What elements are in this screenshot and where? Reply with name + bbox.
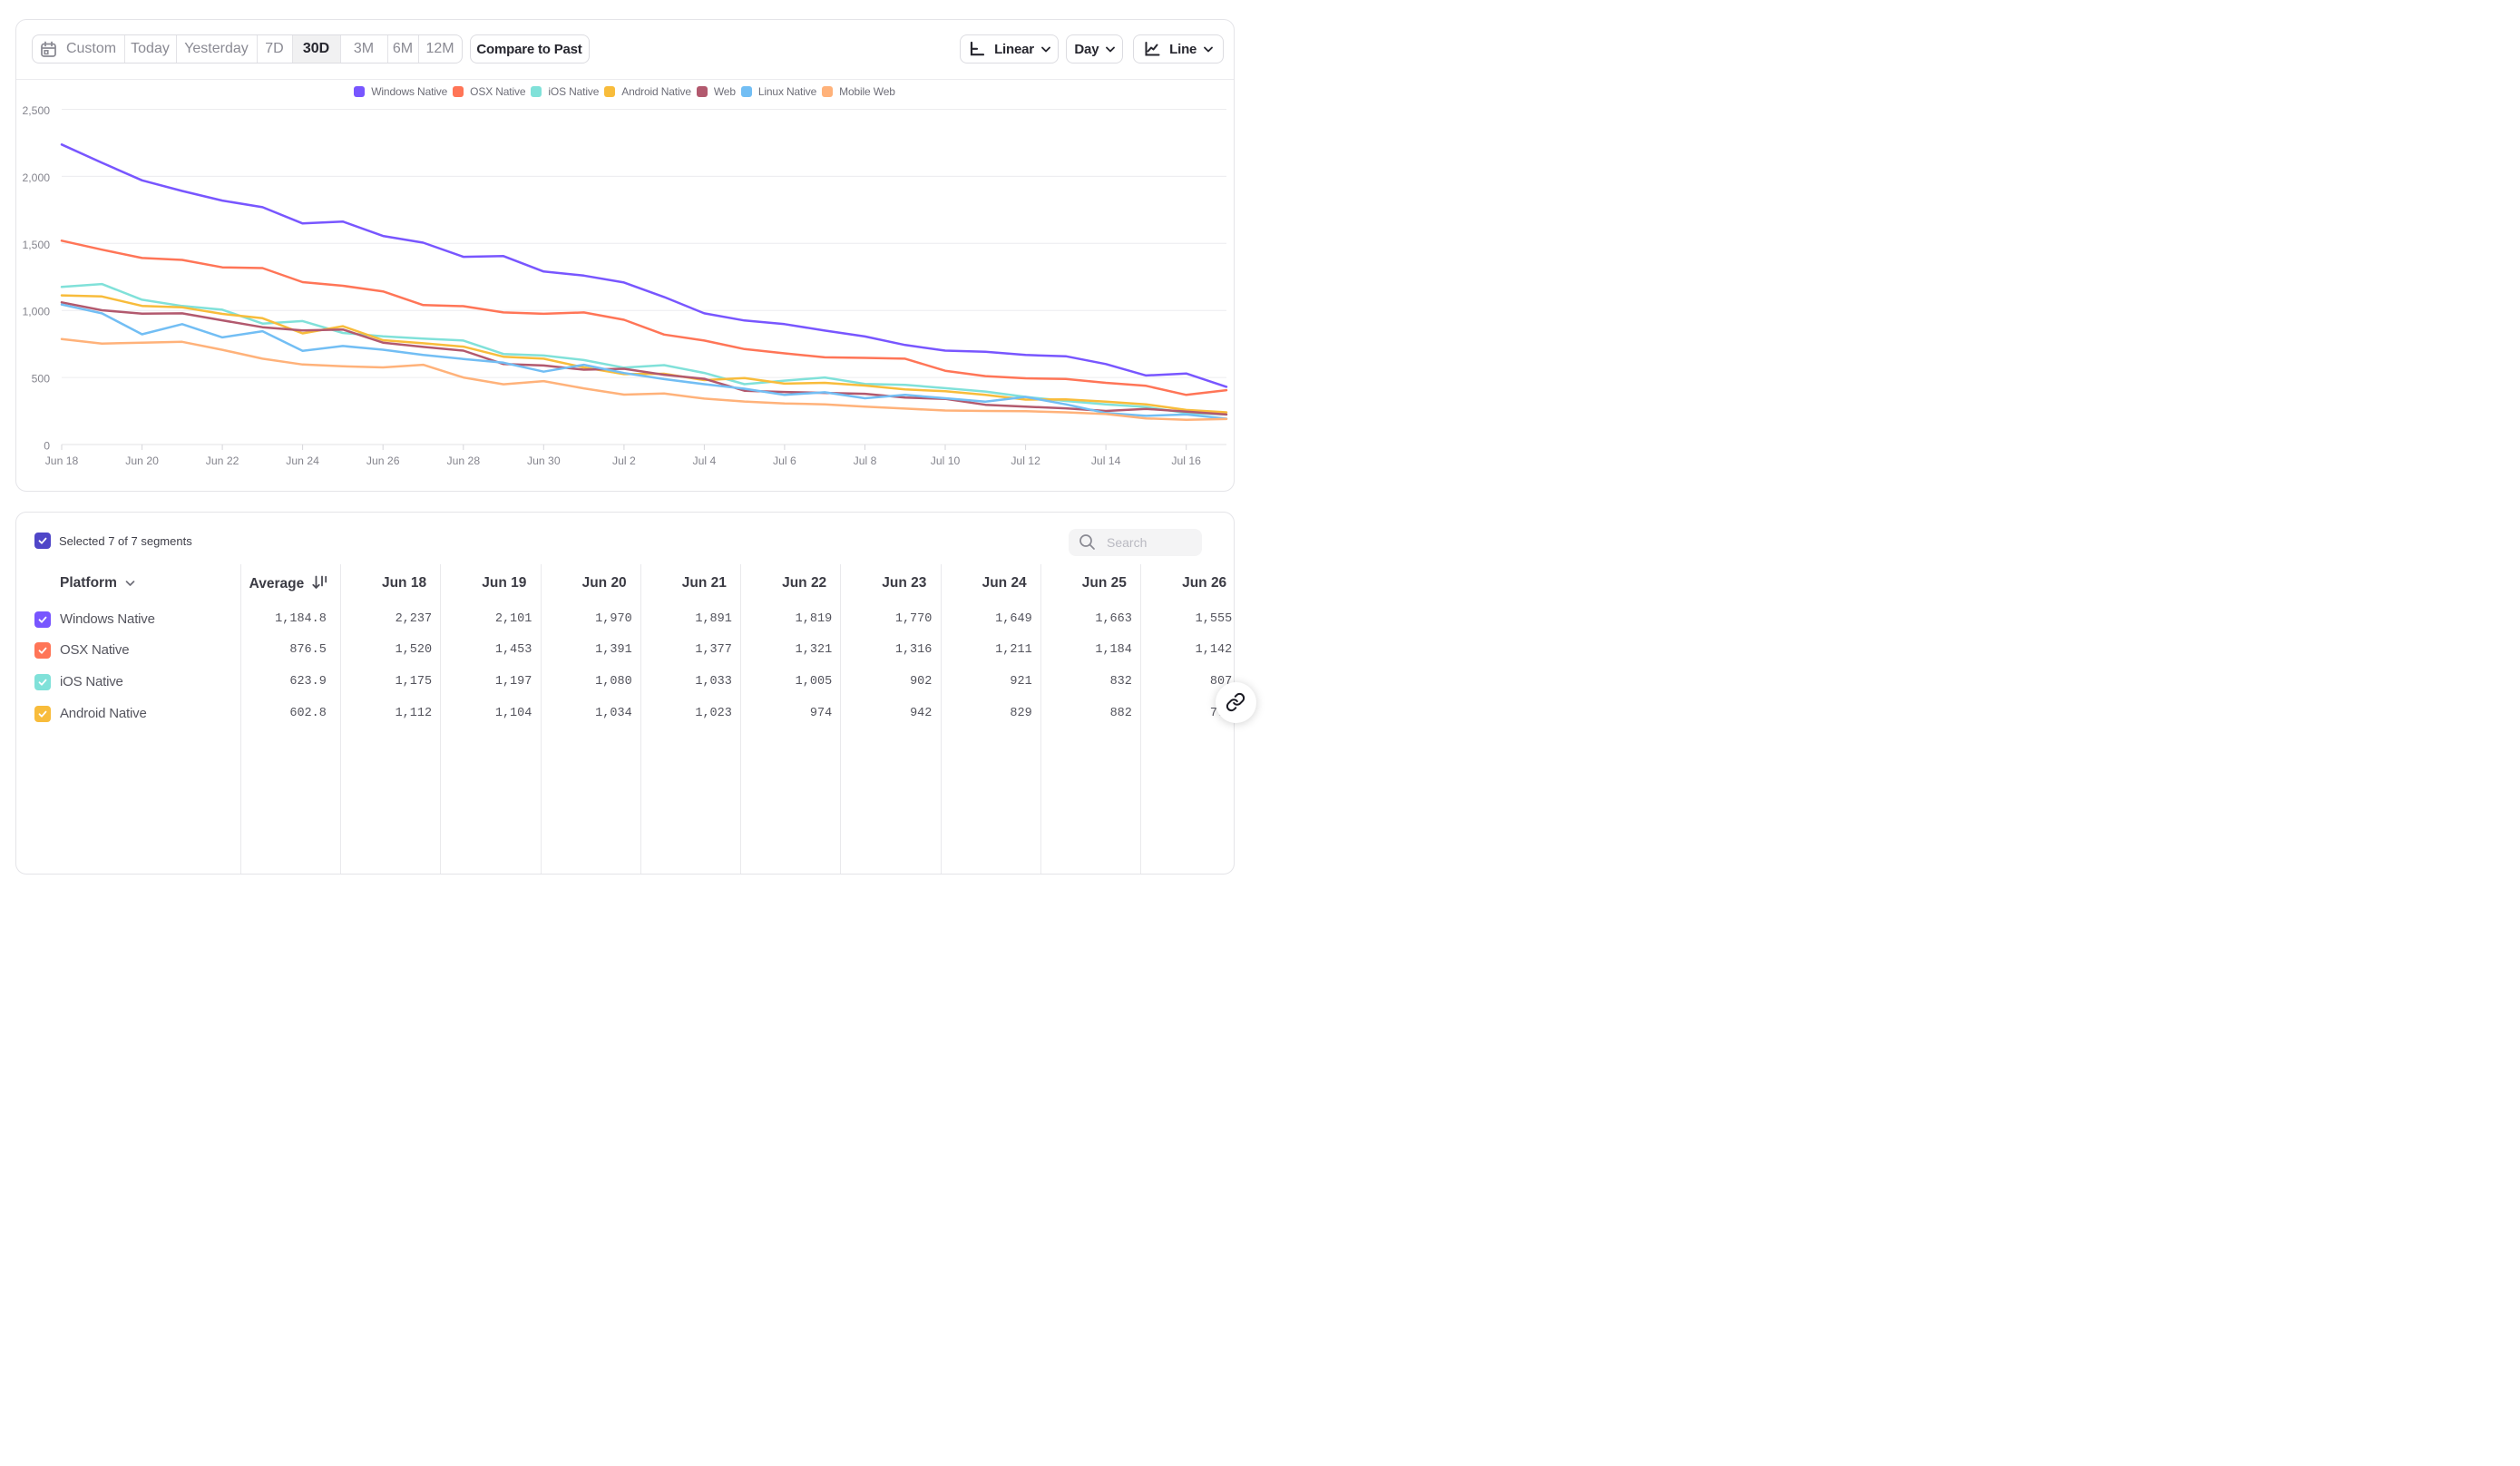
svg-text:Jul 2: Jul 2 (612, 454, 636, 467)
svg-text:1,000: 1,000 (22, 306, 50, 318)
svg-text:500: 500 (31, 373, 50, 386)
svg-text:Jul 8: Jul 8 (853, 454, 876, 467)
svg-text:1,500: 1,500 (22, 239, 50, 251)
svg-text:Jun 20: Jun 20 (125, 454, 159, 467)
svg-text:0: 0 (44, 440, 50, 453)
svg-text:Jun 26: Jun 26 (366, 454, 399, 467)
svg-text:2,500: 2,500 (22, 104, 50, 117)
svg-text:Jul 12: Jul 12 (1011, 454, 1040, 467)
svg-text:Jul 10: Jul 10 (930, 454, 960, 467)
svg-text:Jun 30: Jun 30 (527, 454, 561, 467)
svg-text:Jun 22: Jun 22 (205, 454, 239, 467)
svg-text:Jul 14: Jul 14 (1090, 454, 1120, 467)
svg-text:Jun 18: Jun 18 (44, 454, 78, 467)
svg-text:Jul 4: Jul 4 (692, 454, 716, 467)
svg-text:Jul 16: Jul 16 (1171, 454, 1201, 467)
svg-text:Jun 24: Jun 24 (286, 454, 319, 467)
svg-text:Jul 6: Jul 6 (773, 454, 796, 467)
svg-text:2,000: 2,000 (22, 171, 50, 184)
svg-text:Jun 28: Jun 28 (446, 454, 480, 467)
